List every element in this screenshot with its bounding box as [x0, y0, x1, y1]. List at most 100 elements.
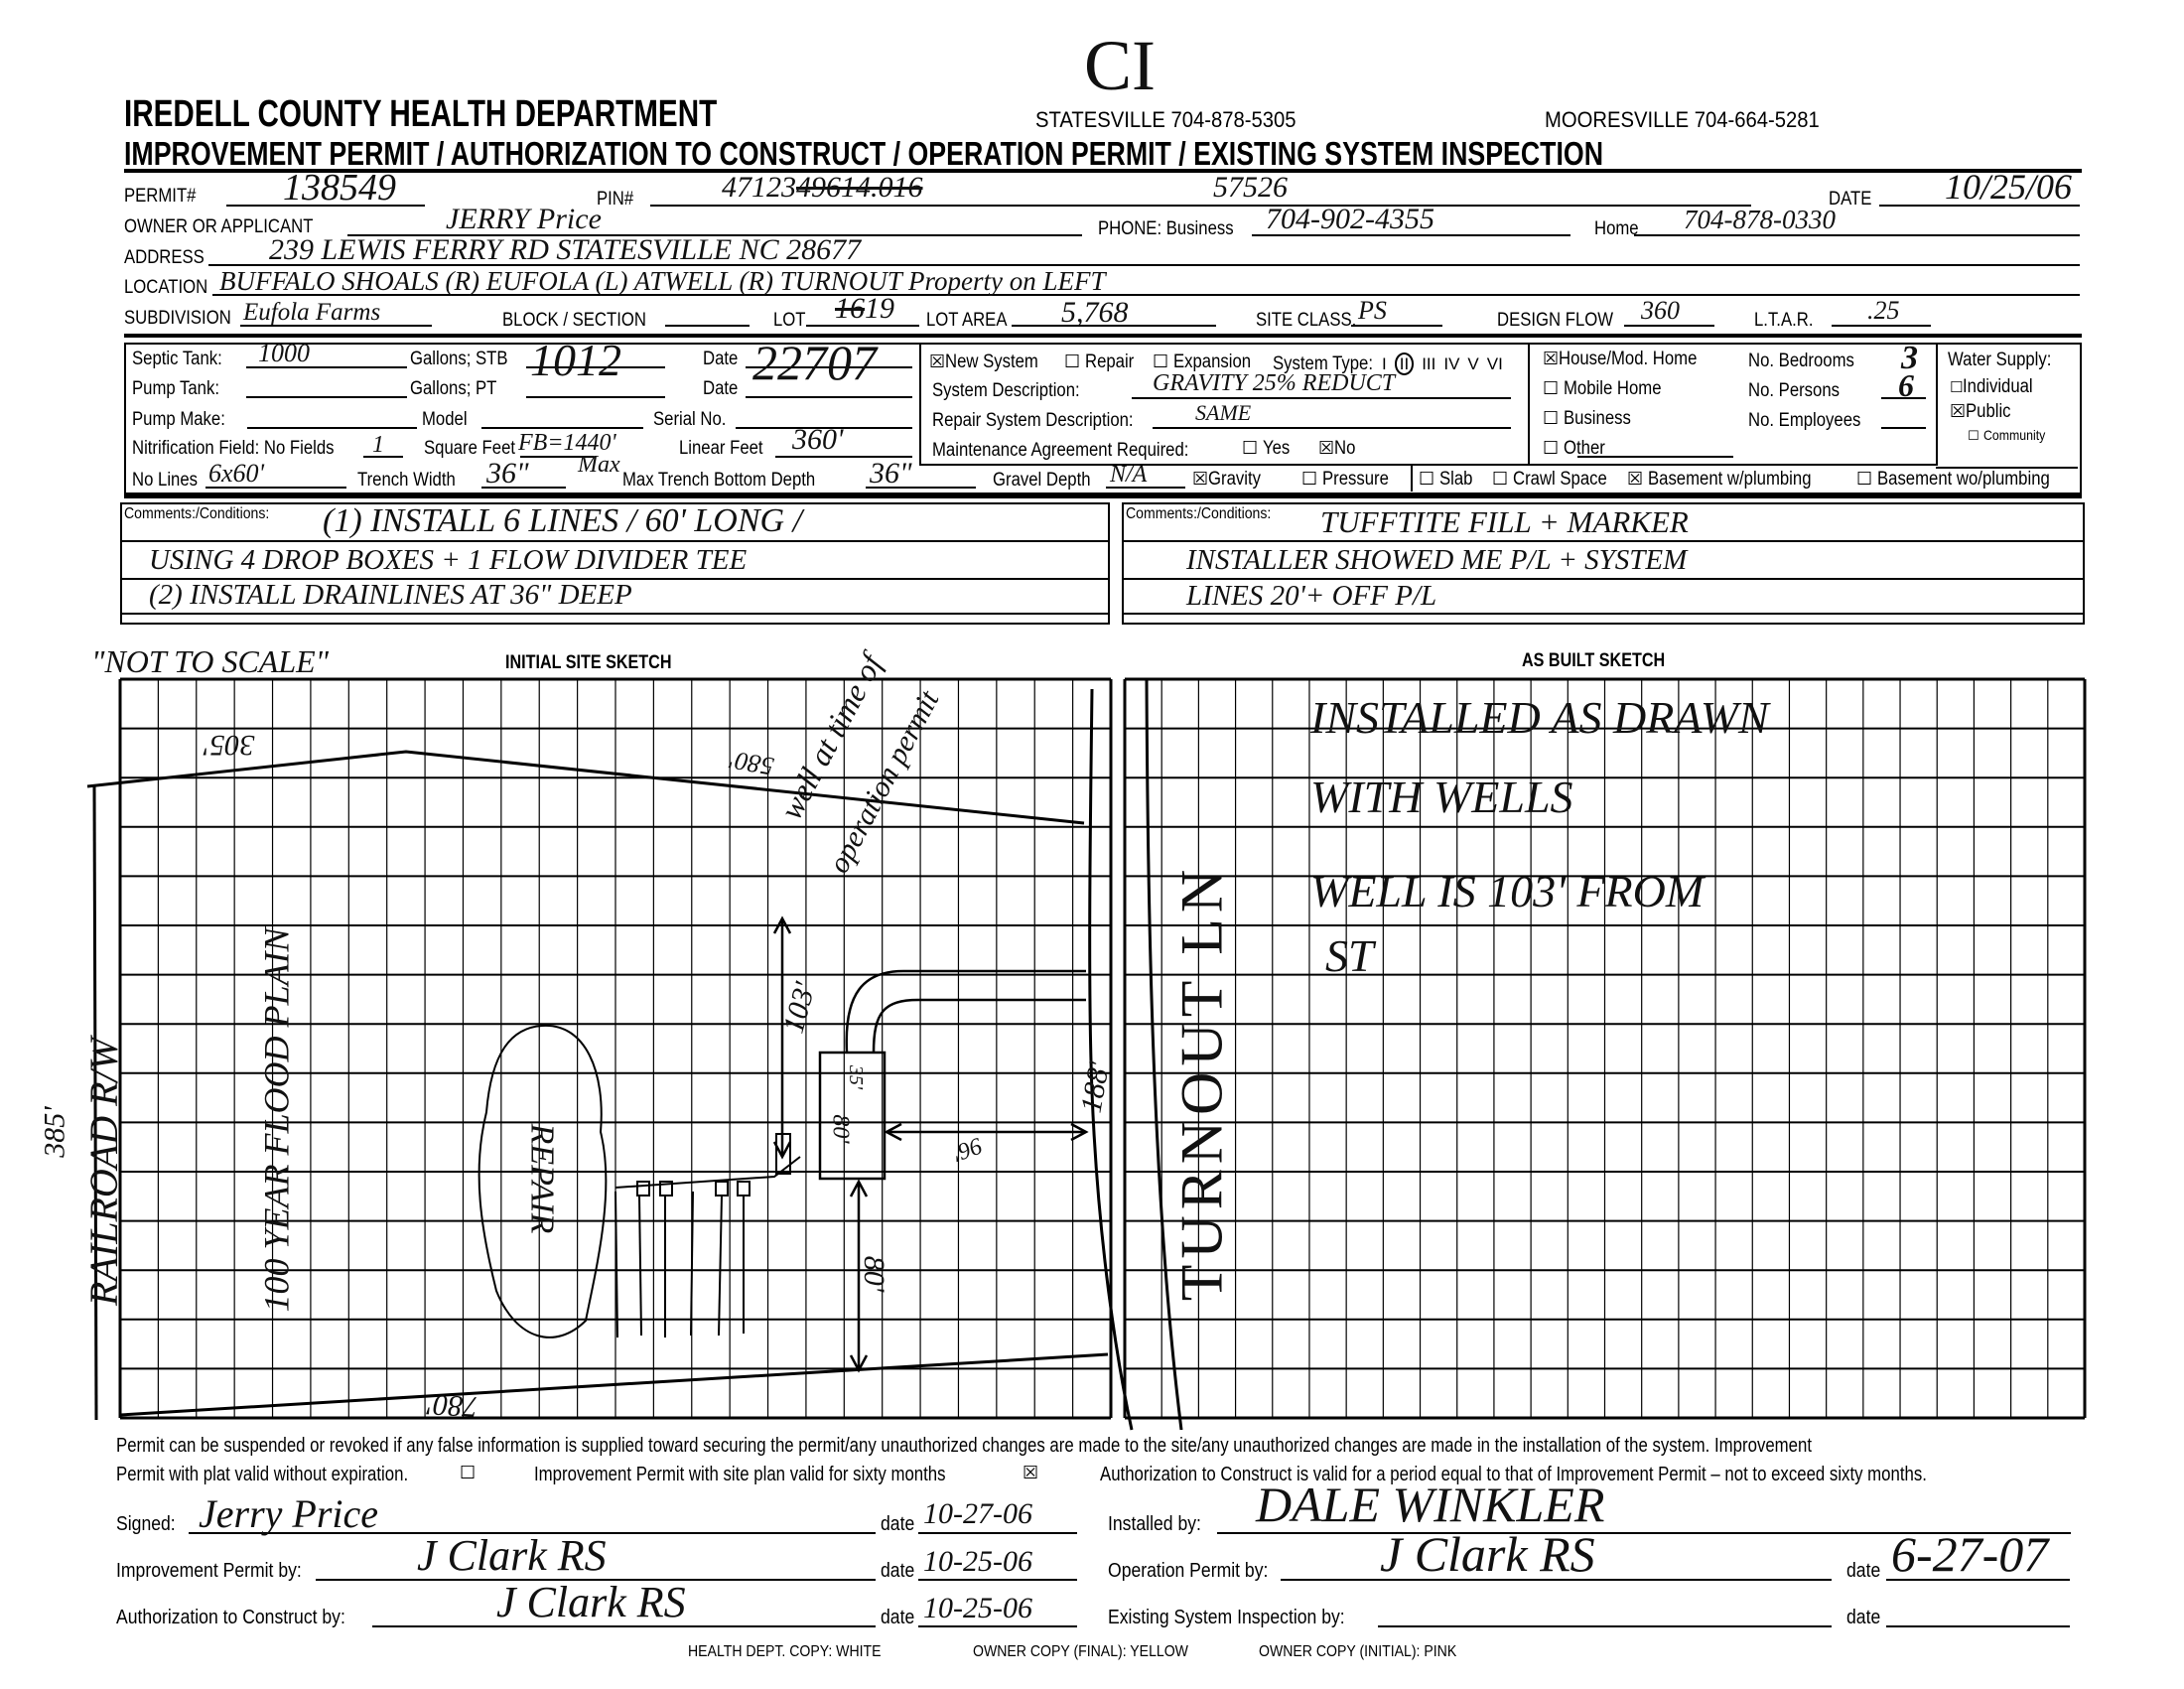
signed-signature: Jerry Price	[199, 1491, 379, 1536]
basement-w-checkbox: ☒	[1627, 469, 1644, 490]
comments-left-label: Comments:/Conditions:	[124, 505, 270, 522]
community-checkbox: ☐	[1968, 429, 1979, 444]
phone-home-line	[1634, 234, 2080, 236]
initial-sketch-title: INITIAL SITE SKETCH	[505, 652, 672, 673]
comments-left-line-2: USING 4 DROP BOXES + 1 FLOW DIVIDER TEE	[149, 544, 748, 576]
septic-date-label: Date	[703, 349, 739, 369]
plat-checkbox: ☐	[460, 1463, 477, 1483]
trench-depth-line	[866, 487, 976, 489]
lot-area-value: 5,768	[1061, 296, 1129, 329]
as-built-sketch-title: AS BUILT SKETCH	[1522, 650, 1666, 671]
no-fields-line	[363, 456, 403, 458]
maintenance-yes: ☐ Yes	[1242, 438, 1294, 459]
other-line	[1577, 456, 1733, 458]
installed-value: DALE WINKLER	[1256, 1477, 1605, 1532]
max-overwrite: Max	[578, 452, 620, 478]
gravity-checkbox: ☒	[1192, 469, 1209, 490]
no-checkbox: ☒	[1318, 438, 1335, 459]
statesville-phone: STATESVILLE 704-878-5305	[1035, 107, 1297, 132]
copy-white: HEALTH DEPT. COPY: WHITE	[688, 1643, 882, 1660]
initial-sketch-drawing	[86, 688, 1134, 1431]
system-box	[919, 343, 1530, 466]
no-lines-line	[205, 487, 346, 489]
business-option: ☐ Business	[1543, 408, 1640, 429]
phone-business-line	[1252, 234, 1570, 236]
expansion-option: ☐ Expansion	[1153, 352, 1261, 372]
gallons-pt-label: Gallons; PT	[410, 378, 497, 399]
individual-option: ☐Individual	[1950, 377, 2043, 397]
comments-right-line-1: TUFFTITE FILL + MARKER	[1320, 504, 1689, 539]
water-box	[1936, 343, 2078, 469]
crawl-option: ☐ Crawl Space	[1492, 469, 1619, 490]
installed-label: Installed by:	[1108, 1513, 1201, 1535]
crawl-checkbox: ☐	[1492, 469, 1509, 490]
site-plan-checkbox: ☒	[1023, 1463, 1039, 1483]
lot-area-line	[1012, 325, 1216, 327]
business-label: Business	[1563, 408, 1631, 429]
label-top-right-distance: 580'	[727, 745, 776, 781]
label-repair-area: REPAIR	[523, 1123, 561, 1234]
square-feet-line	[520, 456, 594, 458]
house-checkbox: ☒	[1543, 349, 1560, 369]
pin-line	[650, 205, 1751, 207]
no-lines-label: No Lines	[132, 470, 198, 491]
repair-area-outline	[478, 1024, 608, 1338]
system-description-line	[1132, 397, 1511, 399]
comments-left-rule	[120, 540, 1108, 542]
mobile-label: Mobile Home	[1563, 378, 1662, 399]
address-line	[208, 264, 2080, 266]
system-type-label: System Type:	[1273, 353, 1373, 374]
gallons-stb-label: Gallons; STB	[410, 349, 508, 369]
comments-left-line-3: (2) INSTALL DRAINLINES AT 36" DEEP	[149, 579, 632, 611]
individual-label: Individual	[1963, 376, 2034, 397]
design-flow-value: 360	[1641, 296, 1680, 325]
square-feet-value: FB=1440'	[518, 430, 616, 456]
maintenance-label: Maintenance Agreement Required:	[932, 440, 1189, 461]
label-left-distance: 385'	[38, 1106, 71, 1158]
pin-prefix: 47123	[722, 171, 796, 204]
authorization-note: Authorization to Construct is valid for …	[1100, 1464, 1927, 1485]
model-line	[481, 427, 643, 429]
serial-line	[736, 427, 912, 429]
date-line	[1879, 205, 2080, 207]
operation-date: 6-27-07	[1891, 1526, 2049, 1582]
bottom-property-line	[119, 1352, 1109, 1417]
nitrification-label: Nitrification Field: No Fields	[132, 438, 335, 459]
other-label: Other	[1563, 438, 1605, 459]
site-class-line	[1351, 325, 1442, 327]
pump-make-line	[247, 427, 417, 429]
improvement-date: 10-25-06	[923, 1545, 1032, 1578]
mobile-option: ☐ Mobile Home	[1543, 378, 1675, 399]
operation-date-line	[1886, 1579, 2070, 1581]
as-built-line-3: WELL IS 103' FROM	[1310, 866, 1705, 916]
address-value: 239 LEWIS FERRY RD STATESVILLE NC 28677	[269, 233, 862, 266]
form-title: IMPROVEMENT PERMIT / AUTHORIZATION TO CO…	[124, 135, 1604, 172]
trench-width-value: 36"	[486, 457, 529, 490]
trench-depth-value: 36"	[870, 457, 912, 490]
system-type-I: I	[1382, 354, 1387, 373]
site-plan-label: Improvement Permit with site plan valid …	[534, 1464, 946, 1485]
stb-value: 1012	[530, 335, 621, 385]
system-details-box	[124, 343, 2082, 494]
lot-line	[806, 325, 919, 327]
community-option: ☐ Community	[1968, 427, 2054, 445]
house-option: ☒House/Mod. Home	[1543, 349, 1716, 369]
header-rule	[124, 169, 2082, 173]
pump-date-label: Date	[703, 378, 739, 399]
phone-business-label: PHONE: Business	[1098, 218, 1234, 239]
gravity-label: Gravity	[1208, 469, 1262, 490]
signed-line	[189, 1532, 876, 1534]
location-value: BUFFALO SHOALS (R) EUFOLA (L) ATWELL (R)…	[219, 266, 1106, 296]
foundation-divider	[1411, 464, 1413, 492]
no-label: No	[1334, 438, 1356, 459]
new-system-label: New System	[945, 352, 1038, 372]
subdivision-label: SUBDIVISION	[124, 308, 231, 329]
expansion-label: Expansion	[1172, 352, 1251, 372]
copy-yellow: OWNER COPY (FINAL): YELLOW	[973, 1643, 1188, 1660]
as-built-line-2: WITH WELLS	[1310, 772, 1573, 822]
improvement-label: Improvement Permit by:	[116, 1560, 302, 1582]
ltar-value: .25	[1867, 296, 1900, 325]
label-tank-width: 35'	[845, 1064, 868, 1090]
lot-area-label: LOT AREA	[926, 310, 1008, 331]
existing-date-label: date	[1846, 1607, 1881, 1628]
